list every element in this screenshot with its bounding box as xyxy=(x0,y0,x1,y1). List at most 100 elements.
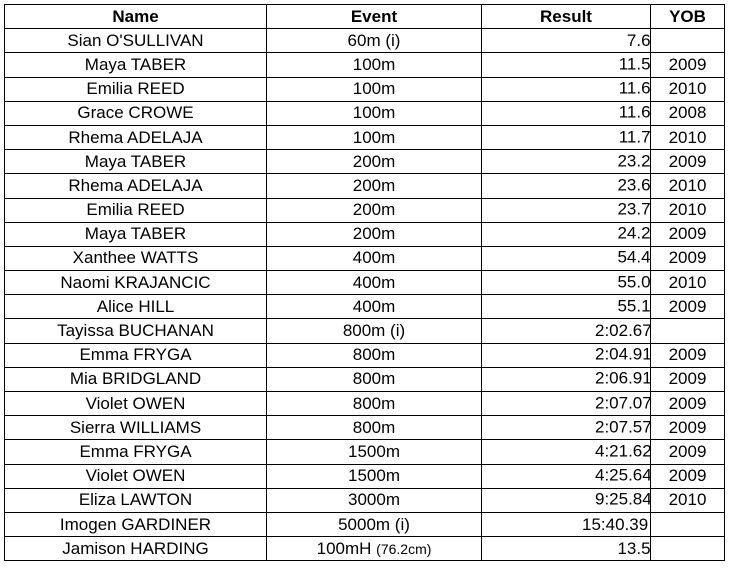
year-of-birth: 2010 xyxy=(650,76,725,102)
event-cell: 800m xyxy=(266,342,482,368)
athlete-name: Maya TABER xyxy=(4,52,267,78)
header-name: Name xyxy=(4,3,267,30)
athlete-name: Mia BRIDGLAND xyxy=(4,366,267,393)
year-of-birth: 2008 xyxy=(650,100,725,126)
event-cell: 1500m xyxy=(266,463,482,489)
event-cell: 100m xyxy=(266,100,482,126)
event-label: 3000m xyxy=(348,490,400,510)
result-value: 55.17 xyxy=(617,296,651,316)
table-row: Violet OWEN 1500m 4:25.64WJQ2009 xyxy=(4,463,725,489)
table-row: Rhema ADELAJA 200m 23.60(-0.3)WJQ2010 xyxy=(4,173,725,199)
table-row: Violet OWEN 800m 2:07.07WJQ2009 xyxy=(4,390,725,417)
athlete-name: Grace CROWE xyxy=(4,100,267,126)
result-value: 2:04.91 xyxy=(595,344,651,364)
table-row: Sierra WILLIAMS 800m 2:07.57WJQ2009 xyxy=(4,415,725,441)
event-label: 800m xyxy=(352,345,396,365)
result-value: 15:40.39 xyxy=(582,514,649,534)
year-of-birth: 2010 xyxy=(650,197,725,223)
result-value: 4:25.64 xyxy=(595,465,651,485)
result-value: 13.59 xyxy=(617,538,651,558)
result-cell: 11.62(-1.7)WJQ xyxy=(481,76,651,102)
result-value: 55.04 xyxy=(617,272,651,292)
result-cell: 11.73(-1.7)WJQ xyxy=(481,124,651,151)
table-row: Alice HILL 400m 55.17WJQ2009 xyxy=(4,294,725,320)
event-cell: 60m (i) xyxy=(266,28,482,54)
result-cell: 23.26(+2.3) xyxy=(481,149,651,175)
event-label: 100mH xyxy=(316,538,372,558)
event-label: 100m xyxy=(352,54,396,74)
event-label: 200m xyxy=(352,200,396,220)
event-label: 100m xyxy=(352,79,396,99)
year-of-birth: 2010 xyxy=(650,124,725,151)
year-of-birth: 2010 xyxy=(650,173,725,199)
table-row: Emma FRYGA 1500m 4:21.62WJQ2009 xyxy=(4,439,725,465)
result-value: 23.74 xyxy=(617,199,651,219)
results-body: Sian O'SULLIVAN 60m (i) 7.60 Maya TABER 100m… xyxy=(4,28,725,562)
year-of-birth xyxy=(650,511,725,538)
athlete-name: Rhema ADELAJA xyxy=(4,173,267,199)
year-of-birth xyxy=(650,318,725,344)
result-value: 2:07.57 xyxy=(595,417,651,437)
result-value: 24.23 xyxy=(617,223,651,243)
athlete-name: Emilia REED xyxy=(4,197,267,223)
athlete-name: Rhema ADELAJA xyxy=(4,124,267,151)
athlete-name: Sierra WILLIAMS xyxy=(4,415,267,441)
header-yob: YOB xyxy=(650,3,725,30)
result-value: 23.60 xyxy=(617,175,651,195)
result-value: 11.55 xyxy=(618,54,651,74)
event-cell: 100mH (76.2cm) xyxy=(266,536,482,562)
event-cell: 200m xyxy=(266,197,482,223)
event-label: 400m xyxy=(352,272,396,292)
athlete-name: Emma FRYGA xyxy=(4,342,267,368)
result-cell: 4:25.64WJQ xyxy=(481,463,651,489)
table-row: Emilia REED 100m 11.62(-1.7)WJQ2010 xyxy=(4,76,725,102)
event-cell: 200m xyxy=(266,221,482,247)
table-row: Rhema ADELAJA 100m 11.73(-1.7)WJQ2010 xyxy=(4,124,725,151)
event-label: 100m xyxy=(352,127,396,147)
table-row: Maya TABER 200m 23.26(+2.3)2009 xyxy=(4,149,725,175)
result-value: 7.60 xyxy=(626,30,651,50)
athlete-name: Xanthee WATTS xyxy=(4,245,267,272)
year-of-birth: 2009 xyxy=(650,366,725,393)
athlete-name: Violet OWEN xyxy=(4,390,267,417)
result-cell: 4:21.62WJQ xyxy=(481,439,651,465)
athlete-name: Eliza LAWTON xyxy=(4,487,267,513)
athlete-name: Tayissa BUCHANAN xyxy=(4,318,267,344)
result-cell: 2:07.57WJQ xyxy=(481,415,651,441)
year-of-birth: 2009 xyxy=(650,245,725,272)
year-of-birth: 2009 xyxy=(650,415,725,441)
event-cell: 400m xyxy=(266,245,482,272)
result-cell: 23.74(-0.3)WJQ xyxy=(481,197,651,223)
event-label: 1500m xyxy=(348,441,400,461)
result-cell: 7.60 xyxy=(481,28,651,54)
result-cell: 2:07.07WJQ xyxy=(481,390,651,417)
table-row: Eliza LAWTON 3000m 9:25.84WJQ2010 xyxy=(4,487,725,513)
event-label: 200m xyxy=(352,151,396,171)
year-of-birth: 2009 xyxy=(650,439,725,465)
event-label: 400m xyxy=(352,248,396,268)
result-cell: 23.60(-0.3)WJQ xyxy=(481,173,651,199)
result-value: 11.68 xyxy=(618,102,651,122)
table-row: Grace CROWE 100m 11.68(+1.0)WJQ2008 xyxy=(4,100,725,126)
results-table: Name Event Result YOB Sian O'SULLIVAN 60m… xyxy=(4,3,725,562)
year-of-birth xyxy=(650,28,725,54)
table-row: Emilia REED 200m 23.74(-0.3)WJQ2010 xyxy=(4,197,725,223)
result-cell: 2:02.67 xyxy=(481,318,651,344)
event-cell: 100m xyxy=(266,124,482,151)
result-value: 4:21.62 xyxy=(595,441,651,461)
result-cell: 54.43WJQ xyxy=(481,245,651,272)
athlete-name: Violet OWEN xyxy=(4,463,267,489)
result-cell: 13.59 xyxy=(481,536,651,562)
result-cell: 11.68(+1.0)WJQ xyxy=(481,100,651,126)
year-of-birth: 2009 xyxy=(650,52,725,78)
event-cell: 800m xyxy=(266,415,482,441)
table-row: Emma FRYGA 800m 2:04.91WJQ2009 xyxy=(4,342,725,368)
result-value: 2:06.91 xyxy=(595,368,651,388)
header-event: Event xyxy=(266,3,482,30)
year-of-birth: 2009 xyxy=(650,221,725,247)
event-cell: 3000m xyxy=(266,487,482,513)
event-label: 800m (i) xyxy=(342,321,406,341)
event-cell: 800m (i) xyxy=(266,318,482,344)
year-of-birth: 2010 xyxy=(650,487,725,513)
year-of-birth xyxy=(650,536,725,562)
